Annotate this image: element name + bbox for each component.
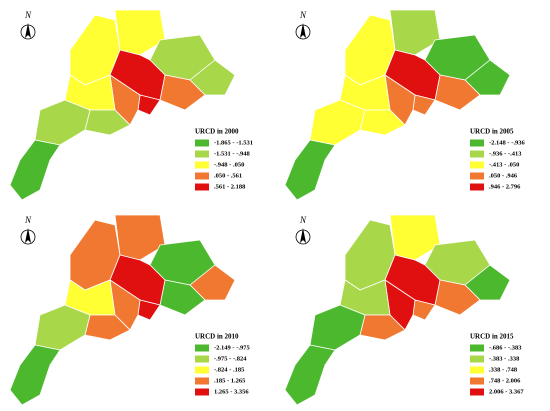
legend-title: URCD in 2005 (470, 128, 514, 136)
region (464, 264, 511, 301)
legend-label: -1.531 - -.948 (214, 150, 250, 157)
legend-swatch (195, 366, 209, 374)
legend-label: .748 - 2.006 (489, 377, 521, 384)
legend-label: -.383 - .338 (489, 355, 520, 362)
region (114, 214, 166, 261)
compass-arrow (25, 23, 31, 38)
legend-title: URCD in 2010 (195, 333, 239, 341)
map-panel: N URCD in 2015 -.686 - -.383 -.383 - .338 .3… (284, 214, 524, 406)
region (9, 139, 61, 201)
legend-swatch (470, 355, 484, 363)
legend-label: -.936 - -.413 (489, 150, 522, 157)
legend-swatch (195, 388, 209, 396)
legend-label: .561 - 2.188 (214, 183, 246, 190)
region (309, 99, 366, 146)
legend-label: -.975 - -.824 (214, 355, 247, 362)
compass-arrow (25, 228, 31, 243)
legend-swatch (195, 161, 209, 169)
legend-swatch (195, 183, 209, 191)
legend-label: .050 - .561 (214, 172, 242, 179)
legend-swatch (195, 355, 209, 363)
region (9, 344, 61, 406)
north-label: N (24, 215, 32, 225)
legend-swatch (470, 377, 484, 385)
compass-arrow (300, 23, 306, 38)
map-panel: N URCD in 2005 -2.148 - -.936 -.936 - -.413… (284, 9, 525, 201)
legend-label: -2.149 - -.975 (214, 344, 250, 351)
region (34, 304, 91, 351)
legend-swatch (470, 139, 484, 147)
region (309, 304, 366, 351)
legend-swatch (195, 172, 209, 180)
compass-arrow (300, 228, 306, 243)
legend-swatch (470, 161, 484, 169)
legend-title: URCD in 2000 (195, 128, 239, 136)
legend-swatch (470, 344, 484, 352)
legend-swatch (195, 139, 209, 147)
map-panel: N URCD in 2010 -2.149 - -.975 -.975 - -.824… (9, 214, 250, 406)
legend-label: -.686 - -.383 (489, 344, 522, 351)
region (389, 9, 441, 56)
north-label: N (24, 10, 32, 20)
region (464, 59, 511, 96)
north-label: N (299, 215, 307, 225)
legend-label: 2.006 - 3.367 (489, 388, 524, 395)
legend-swatch (470, 388, 484, 396)
region (284, 344, 336, 406)
legend-label: -.948 - .050 (214, 161, 244, 168)
region (189, 264, 236, 301)
legend-label: .185 - 1.265 (214, 377, 246, 384)
legend-swatch (470, 172, 484, 180)
region (189, 59, 236, 96)
legend-label: .946 - 2.796 (489, 183, 521, 190)
legend-label: -.824 - .185 (214, 366, 245, 373)
legend-swatch (470, 183, 484, 191)
legend-swatch (195, 150, 209, 158)
region (34, 99, 91, 146)
legend-title: URCD in 2015 (470, 333, 514, 341)
region (114, 9, 166, 56)
legend-swatch (195, 377, 209, 385)
legend-swatch (470, 150, 484, 158)
region (284, 139, 336, 201)
legend-label: 1.265 - 3.356 (214, 388, 249, 395)
legend-label: .050 - .946 (489, 172, 518, 179)
region (389, 214, 441, 261)
map-panel: N URCD in 2000 -1.865 - -1.531 -1.531 - -.9… (9, 9, 253, 201)
legend-label: -.413 - .050 (489, 161, 519, 168)
legend-label: .338 - .748 (489, 366, 518, 373)
legend-swatch (195, 344, 209, 352)
legend-label: -2.148 - -.936 (489, 139, 525, 146)
legend-label: -1.865 - -1.531 (214, 139, 253, 146)
north-label: N (299, 10, 307, 20)
legend-swatch (470, 366, 484, 374)
